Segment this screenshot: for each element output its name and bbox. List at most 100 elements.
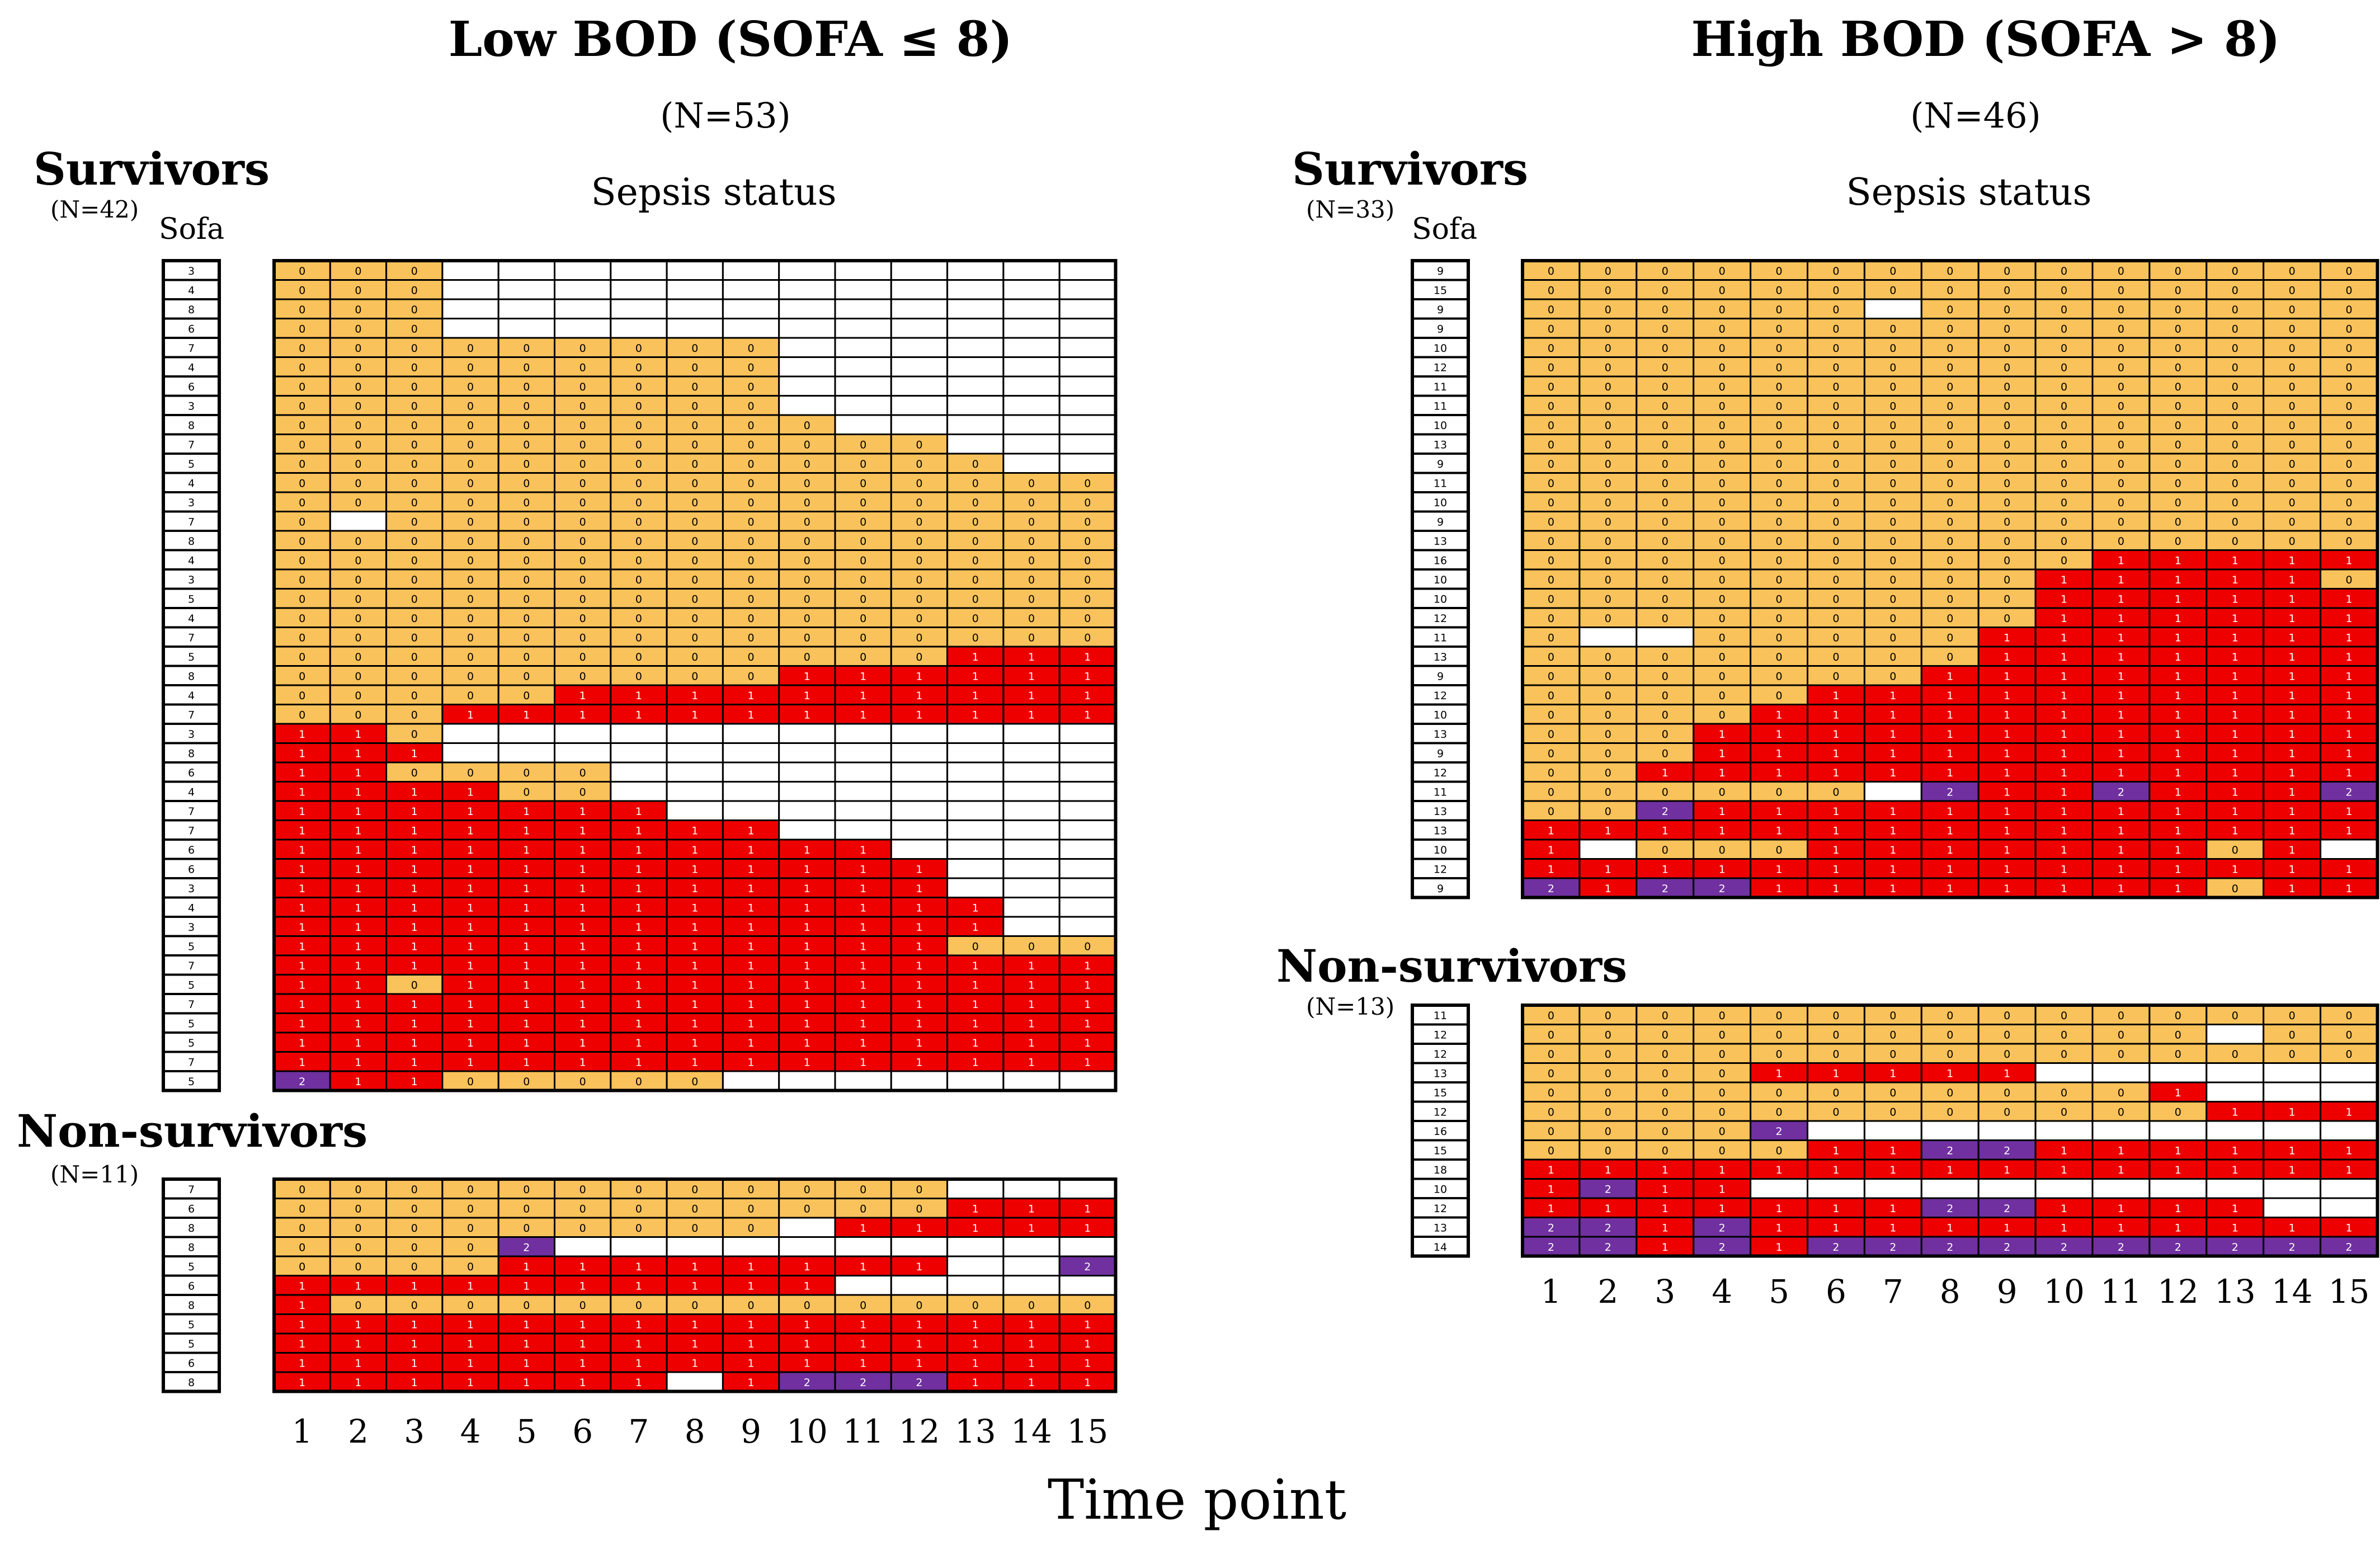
- heatmap-cell: [890, 279, 949, 300]
- cell-value: 1: [355, 883, 361, 895]
- cell-value: 1: [1662, 1203, 1669, 1215]
- sofa-value: 5: [188, 979, 195, 991]
- cell-value: 1: [2175, 709, 2181, 721]
- cell-value: 1: [1832, 863, 1839, 875]
- cell-value: 1: [355, 1056, 361, 1068]
- cell-value: 1: [1028, 1377, 1035, 1389]
- cell-value: 0: [691, 361, 698, 374]
- cell-value: 0: [411, 593, 418, 605]
- heatmap-cell: [497, 337, 556, 358]
- heatmap-cell: [1058, 684, 1116, 705]
- cell-value: 0: [1889, 516, 1896, 528]
- cell-value: 0: [1605, 265, 1611, 277]
- cell-value: 1: [972, 1377, 979, 1389]
- cell-value: 0: [411, 516, 418, 528]
- cell-value: 0: [1084, 632, 1091, 644]
- cell-value: 0: [1605, 1087, 1611, 1099]
- heatmap-cell: [1521, 511, 1581, 532]
- heatmap-cell: [1521, 375, 1581, 397]
- heatmap-cell: [2034, 298, 2094, 319]
- heatmap-cell: [2148, 1178, 2208, 1199]
- heatmap-cell: [2320, 1158, 2379, 1180]
- heatmap-cell: [2205, 472, 2265, 493]
- cell-value: 0: [2004, 477, 2010, 489]
- heatmap-cell: [722, 1236, 780, 1257]
- cell-value: 0: [2004, 265, 2010, 277]
- cell-value: 0: [1548, 1106, 1554, 1118]
- cell-value: 0: [1719, 535, 1726, 548]
- cell-value: 1: [1889, 728, 1896, 741]
- heatmap-cell: [1002, 1236, 1061, 1257]
- cell-value: 1: [2346, 709, 2353, 721]
- heatmap-cell: [666, 1178, 724, 1199]
- cell-value: 1: [355, 921, 361, 934]
- cell-value: 1: [1832, 747, 1839, 760]
- cell-value: 0: [2061, 284, 2067, 296]
- heatmap-cell: [554, 318, 612, 339]
- low-survivors-n: (N=42): [50, 196, 139, 223]
- cell-value: 0: [411, 497, 418, 509]
- heatmap-cell: [1750, 434, 1809, 455]
- heatmap-frame: [272, 259, 1118, 1092]
- cell-value: 1: [1719, 825, 1726, 837]
- sofa-value: 12: [1434, 361, 1447, 374]
- heatmap-cell: [1636, 356, 1695, 378]
- heatmap-cell: [441, 742, 499, 764]
- cell-value: 1: [2175, 1203, 2181, 1215]
- heatmap-cell: [554, 453, 612, 474]
- cell-value: 0: [355, 361, 361, 374]
- cell-value: 1: [860, 960, 866, 972]
- heatmap-cell: [1977, 665, 2037, 686]
- cell-value: 1: [1947, 747, 1953, 760]
- cell-value: 1: [523, 825, 530, 837]
- heatmap-cell: [441, 877, 499, 898]
- cell-value: 0: [579, 516, 586, 528]
- cell-value: 1: [916, 1261, 922, 1273]
- cell-value: 0: [1889, 400, 1896, 412]
- cell-value: 0: [579, 361, 586, 374]
- heatmap-cell: [2034, 530, 2094, 551]
- cell-value: 0: [1832, 1048, 1839, 1061]
- cell-value: 0: [916, 1184, 922, 1196]
- cell-value: 0: [1548, 651, 1554, 663]
- heatmap-cell: [2091, 684, 2151, 705]
- low-nonsurvivors-label: Non-survivors: [17, 1105, 368, 1157]
- heatmap-cell: [1750, 1217, 1809, 1238]
- heatmap-cell: [2320, 1217, 2379, 1238]
- heatmap-cell: [2320, 318, 2379, 339]
- heatmap-cell: [666, 1236, 724, 1257]
- cell-value: 1: [804, 979, 810, 991]
- cell-value: 1: [748, 998, 755, 1011]
- heatmap-cell: [441, 665, 499, 686]
- cell-value: 1: [1832, 728, 1839, 741]
- heatmap-cell: [1807, 800, 1865, 821]
- cell-value: 1: [748, 1261, 755, 1273]
- cell-value: 0: [299, 265, 305, 277]
- cell-value: 0: [299, 1241, 305, 1254]
- heatmap-cell: [946, 1255, 1005, 1276]
- cell-value: 0: [1947, 574, 1953, 586]
- cell-value: 1: [2346, 651, 2353, 663]
- cell-value: 0: [411, 265, 418, 277]
- cell-value: 0: [2346, 284, 2353, 296]
- cell-value: 0: [411, 613, 418, 625]
- cell-value: 0: [1947, 304, 1953, 316]
- cell-value: 0: [1776, 1106, 1783, 1118]
- cell-value: 0: [1947, 1048, 1953, 1061]
- heatmap-cell: [946, 298, 1005, 319]
- cell-value: 1: [1028, 998, 1035, 1011]
- cell-value: 0: [1889, 323, 1896, 335]
- sofa-value: 15: [1434, 284, 1447, 296]
- cell-value: 0: [1605, 420, 1611, 432]
- cell-value: 1: [467, 825, 474, 837]
- cell-value: 1: [804, 921, 810, 934]
- cell-value: 0: [1947, 342, 1953, 355]
- cell-value: 1: [355, 960, 361, 972]
- heatmap-cell: [610, 838, 668, 860]
- cell-value: 1: [411, 1280, 418, 1292]
- heatmap-cell: [946, 1217, 1005, 1238]
- heatmap-cell: [441, 511, 499, 532]
- heatmap-cell: [834, 761, 892, 783]
- cell-value: 0: [299, 1184, 305, 1196]
